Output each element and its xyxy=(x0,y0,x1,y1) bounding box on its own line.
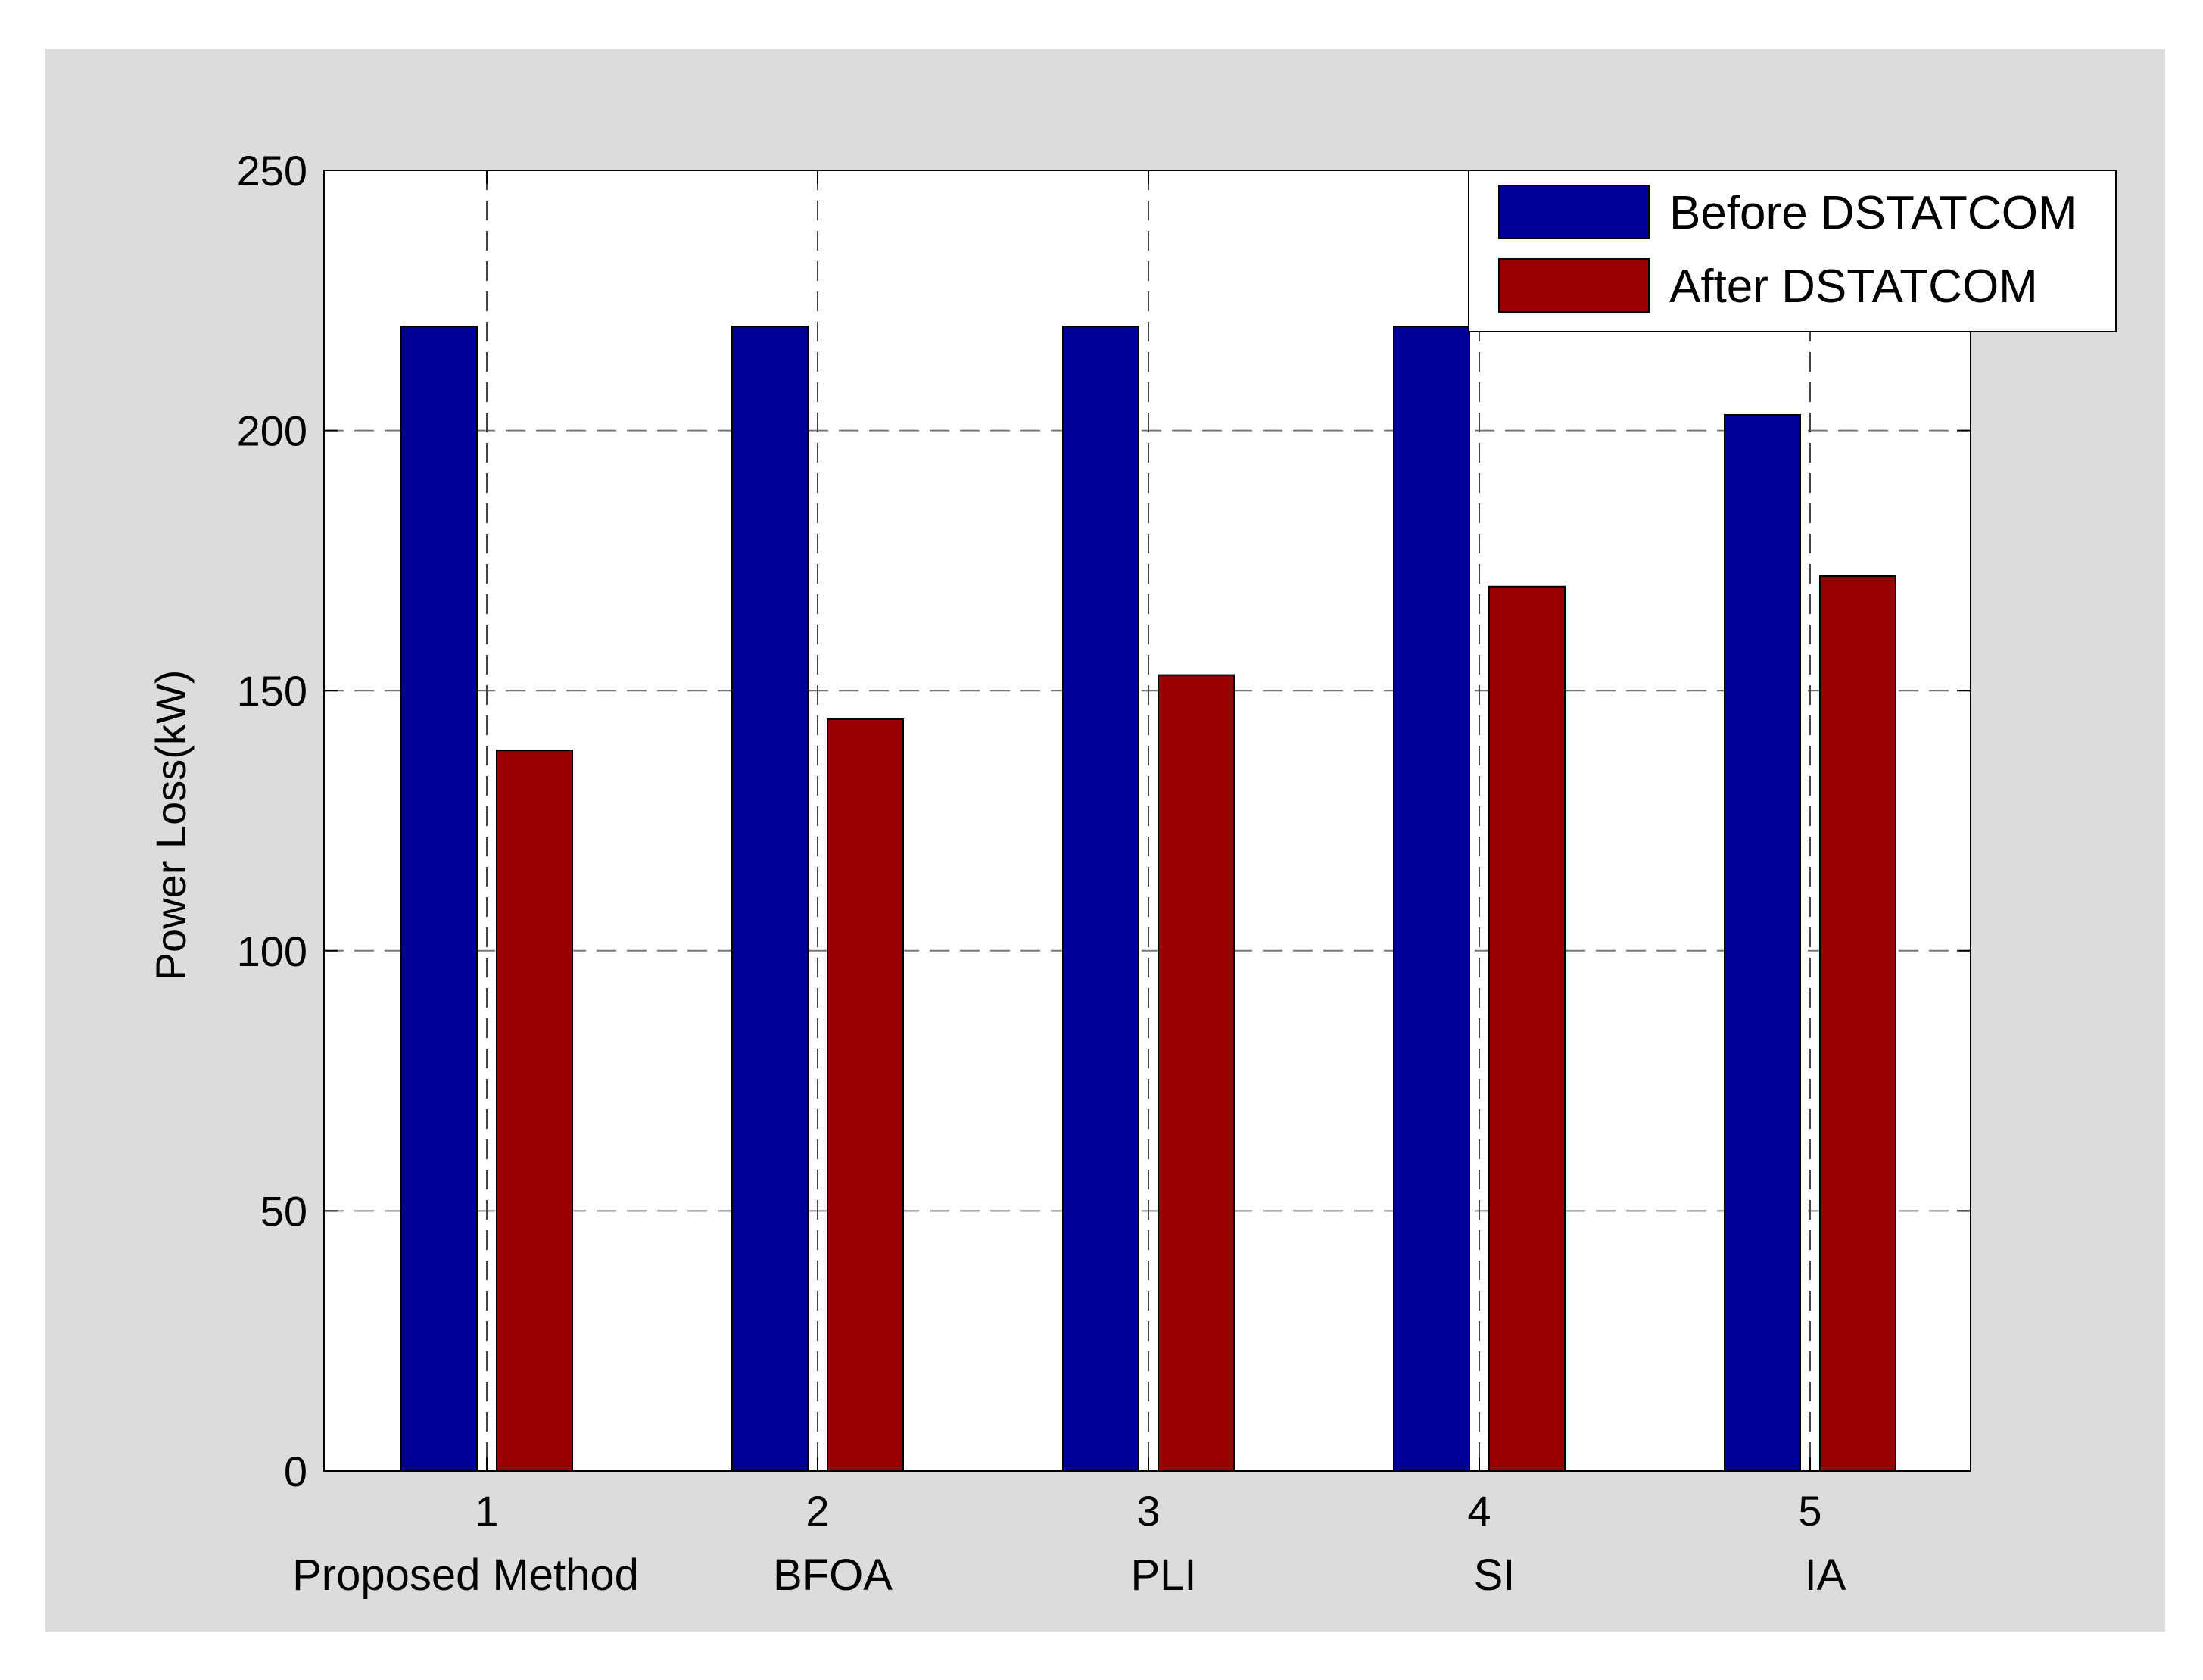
axes-frame xyxy=(323,170,1971,1472)
bar-before-1 xyxy=(400,326,478,1472)
legend-label: Before DSTATCOM xyxy=(1669,187,2077,239)
bar-after-2 xyxy=(827,718,904,1472)
bar-before-5 xyxy=(1724,413,1801,1472)
bars xyxy=(400,326,1896,1472)
legend-label: After DSTATCOM xyxy=(1669,260,2038,313)
x-tick-label: 3 xyxy=(1136,1487,1160,1535)
category-label: Proposed Method xyxy=(292,1551,639,1600)
y-tick-label: 250 xyxy=(237,147,307,195)
category-label: BFOA xyxy=(773,1551,893,1600)
category-label: SI xyxy=(1474,1551,1516,1600)
y-tick-label: 0 xyxy=(284,1448,307,1495)
bar-after-1 xyxy=(496,750,573,1472)
y-tick-label: 100 xyxy=(237,927,307,975)
grid-lines xyxy=(324,170,1971,1471)
bar-after-4 xyxy=(1488,585,1566,1472)
y-tick-label: 50 xyxy=(260,1187,307,1235)
category-label: PLI xyxy=(1130,1551,1196,1600)
bar-before-3 xyxy=(1062,326,1139,1472)
bar-before-2 xyxy=(731,326,809,1472)
x-tick-label: 2 xyxy=(805,1487,829,1535)
bar-after-3 xyxy=(1158,674,1235,1472)
axes-background xyxy=(324,170,1971,1471)
axis-ticks: 0 50 100 150 200 250 1 Proposed Method 2 BFOA 3 PLI… xyxy=(237,147,1971,1600)
x-tick-label: 4 xyxy=(1467,1487,1491,1535)
category-label: IA xyxy=(1805,1551,1846,1600)
y-axis-label: Power Loss(kW) xyxy=(147,670,195,981)
legend-swatch-after xyxy=(1498,258,1650,313)
legend-swatch-before xyxy=(1498,185,1650,239)
x-tick-label: 1 xyxy=(475,1487,498,1535)
legend: Before DSTATCOM After DSTATCOM xyxy=(1468,170,2117,332)
bar-before-4 xyxy=(1393,326,1470,1472)
x-tick-label: 5 xyxy=(1798,1487,1821,1535)
y-tick-label: 150 xyxy=(237,667,307,715)
y-tick-label: 200 xyxy=(237,407,307,455)
bar-after-5 xyxy=(1819,575,1896,1472)
